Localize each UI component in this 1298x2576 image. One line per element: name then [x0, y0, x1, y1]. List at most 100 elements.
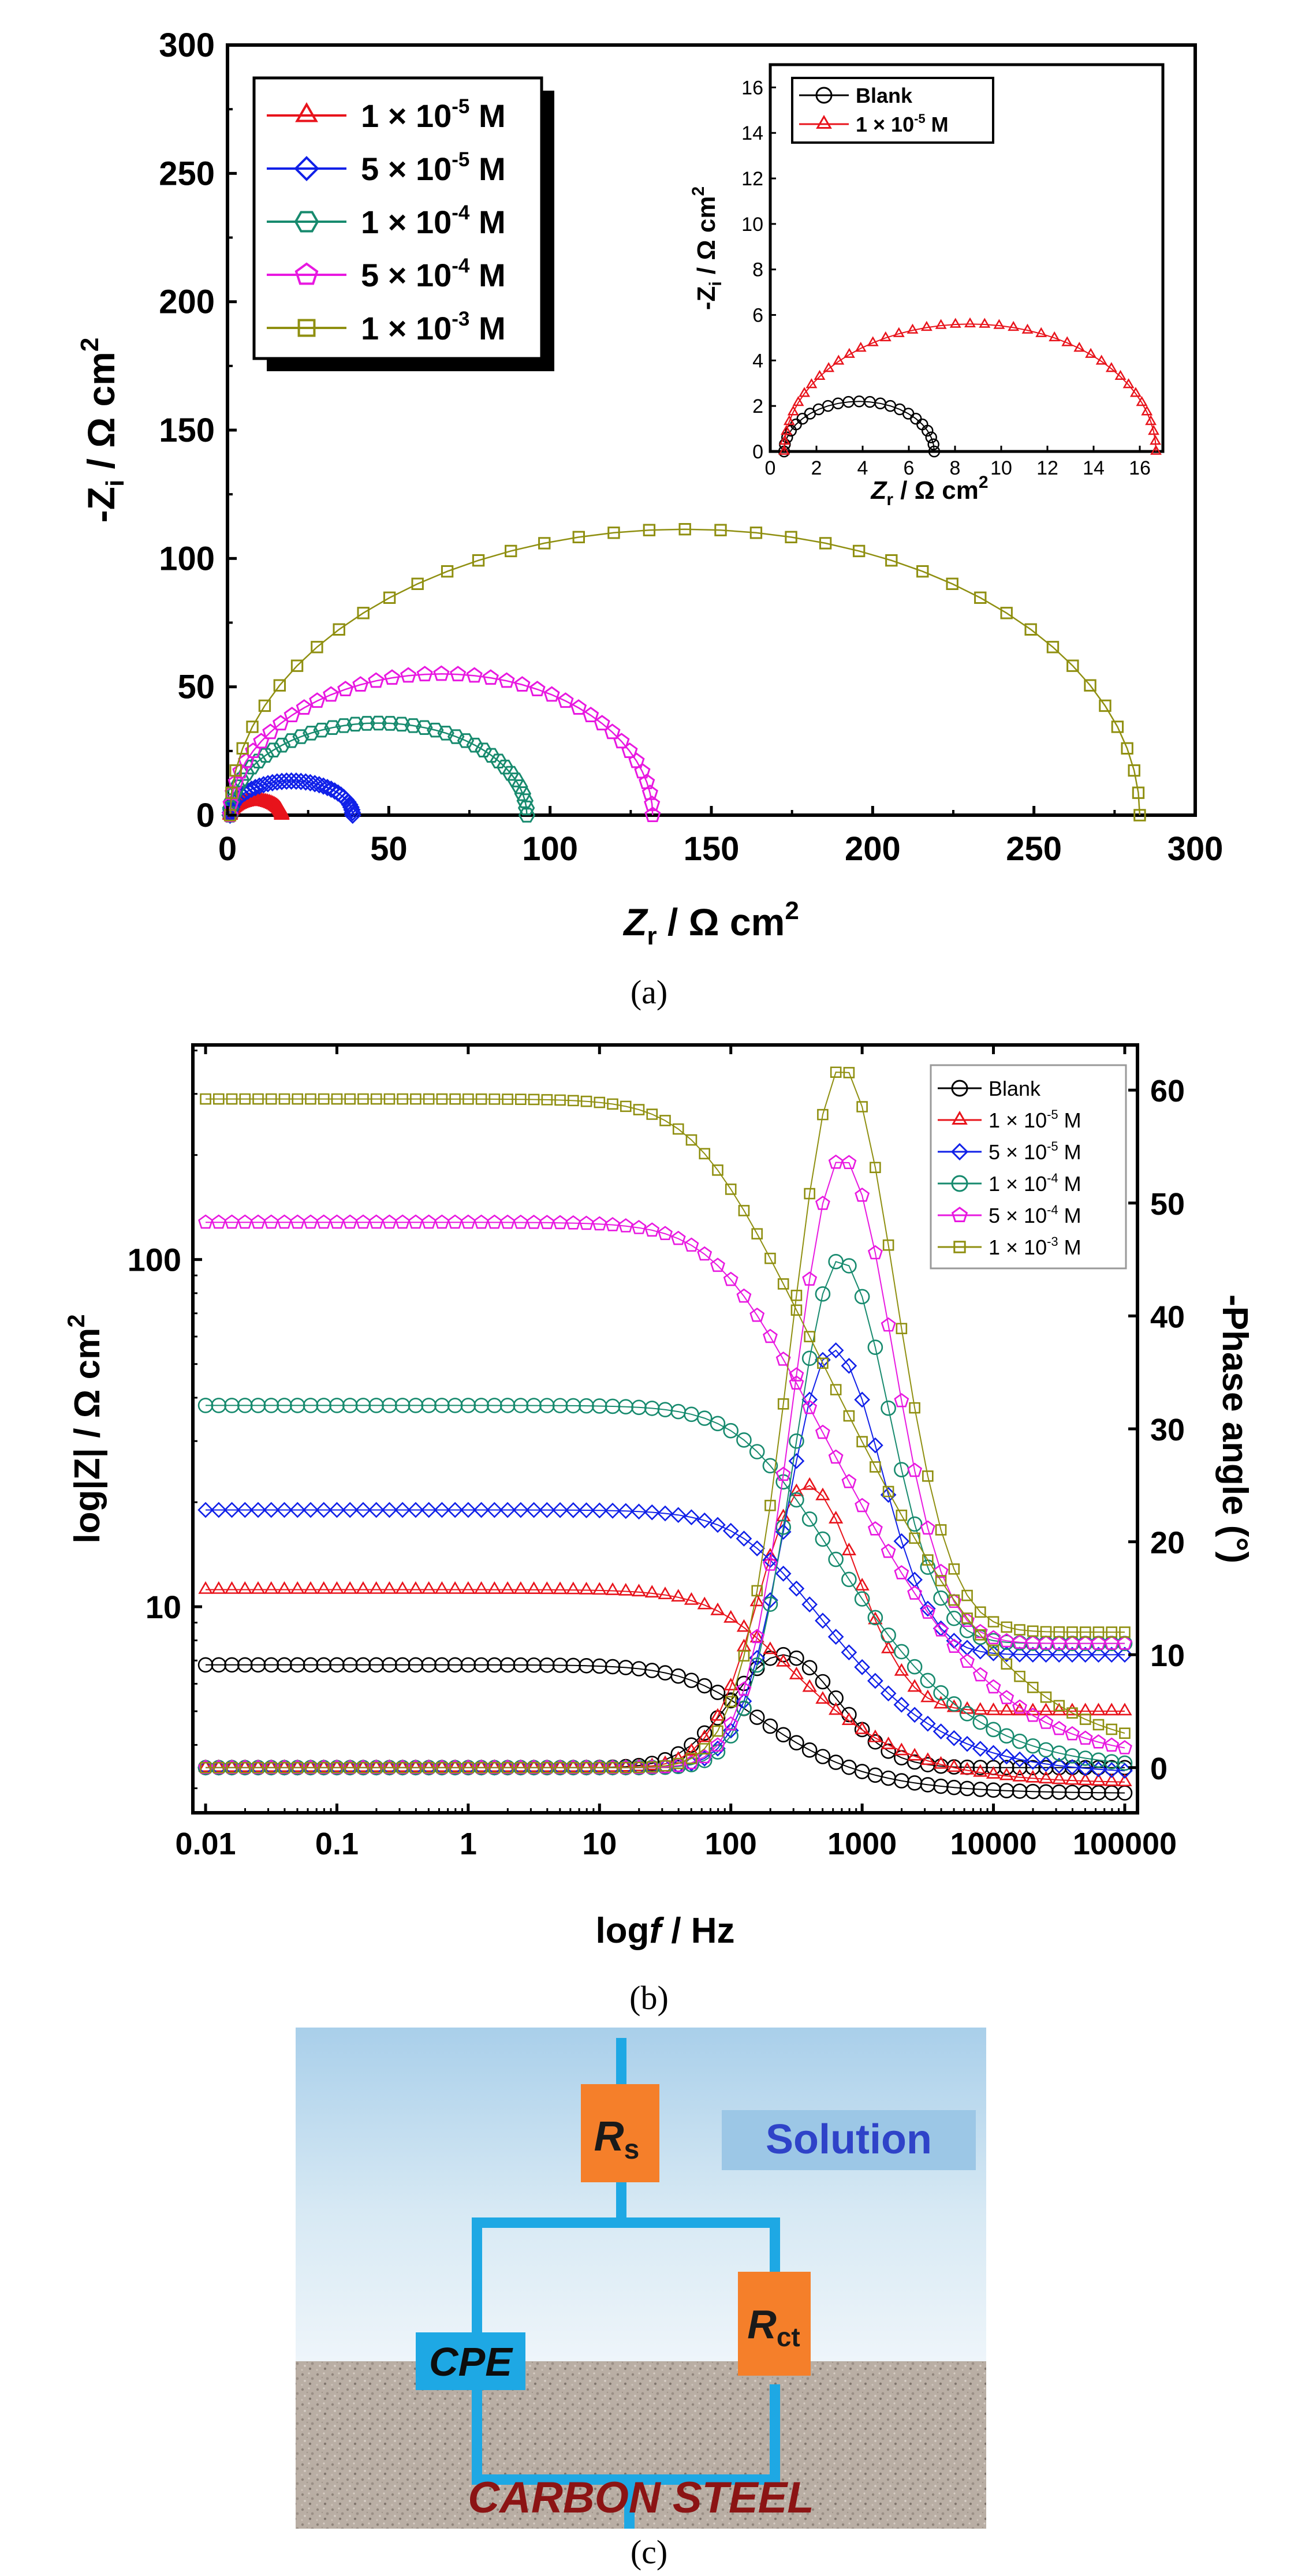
rct-resistor	[738, 2272, 811, 2376]
panel-b-phase-point	[382, 1759, 397, 1772]
panel-b-impedance-point	[395, 1214, 411, 1229]
inset-data-point	[799, 387, 811, 397]
panel-b-impedance-point	[382, 1214, 397, 1229]
panel-b-phase-point	[841, 1155, 857, 1170]
panel-b-phase-point	[646, 1761, 658, 1773]
panel-b-phase-point	[436, 1761, 448, 1774]
panel-b-phase-point	[998, 1646, 1015, 1663]
panel-b-left-tick-label: 100	[128, 1242, 181, 1278]
panel-b-impedance-point	[738, 1205, 750, 1216]
panel-b-phase-point	[896, 1323, 908, 1335]
panel-b-impedance-point	[620, 1100, 632, 1112]
panel-a-data-point	[268, 773, 286, 791]
rs-label: Rs	[594, 2114, 640, 2165]
panel-b-phase-point	[422, 1759, 437, 1772]
panel-b-phase-point	[672, 1757, 684, 1769]
panel-b-impedance-point	[329, 1502, 345, 1518]
panel-b-impedance-point	[513, 1502, 529, 1518]
panel-b-impedance-point	[1065, 1726, 1080, 1741]
panel-b-phase-point	[749, 1593, 764, 1607]
panel-b-x-tick-label: 1000	[827, 1827, 897, 1861]
panel-b-impedance-point	[277, 1214, 292, 1229]
panel-b-impedance-point	[1014, 1670, 1025, 1682]
panel-b-phase-point	[528, 1761, 540, 1774]
panel-b-phase-point	[815, 1286, 831, 1302]
panel-a-data-point	[594, 715, 610, 731]
panel-b-phase-point	[699, 1743, 711, 1754]
panel-b-phase-point	[566, 1759, 581, 1772]
panel-b-phase-point	[383, 1761, 396, 1774]
panel-a-data-point	[370, 715, 387, 731]
panel-b-phase-point	[1117, 1703, 1132, 1716]
panel-b-impedance-point	[935, 1575, 947, 1586]
panel-b-impedance-point	[827, 1629, 844, 1645]
panel-b-impedance-point	[959, 1705, 975, 1722]
panel-b-phase-point	[290, 1759, 305, 1772]
panel-b-impedance-point	[553, 1215, 568, 1230]
panel-b-phase-point	[1077, 1636, 1093, 1650]
panel-b-impedance-point	[659, 1115, 671, 1126]
panel-b-phase-point	[488, 1761, 501, 1774]
panel-b-phase-point	[305, 1761, 316, 1774]
panel-b-impedance-point	[672, 1123, 684, 1135]
panel-a-data-point	[411, 577, 424, 590]
inset-y-tick-label: 2	[752, 395, 763, 417]
panel-b-x-tick-label: 100	[705, 1827, 757, 1861]
panel-b-impedance-point	[961, 1612, 973, 1624]
panel-b-impedance-point	[987, 1644, 999, 1656]
panel-b-impedance-point	[447, 1581, 462, 1594]
inset-data-point	[1105, 362, 1117, 372]
panel-a-y-tick-label: 100	[159, 540, 215, 577]
panel-b-impedance-point	[776, 1653, 791, 1667]
panel-b-impedance-point	[762, 1328, 778, 1343]
panel-b-phase-point	[594, 1761, 606, 1774]
panel-b-phase-point	[370, 1761, 382, 1774]
panel-a-data-point	[490, 753, 508, 768]
panel-b-impedance-point	[475, 1093, 487, 1105]
panel-b-phase-point	[828, 1154, 844, 1169]
panel-b-impedance-point	[1090, 1761, 1107, 1778]
panel-b-impedance-point	[408, 1581, 423, 1594]
panel-b-impedance-point	[843, 1410, 855, 1422]
panel-a-legend-marker	[295, 102, 318, 122]
panel-a-data-point	[518, 808, 536, 823]
panel-a-y-tick-label: 250	[159, 155, 215, 192]
panel-b-impedance-point	[1092, 1719, 1105, 1731]
panel-a-data-point	[357, 607, 370, 619]
panel-b-legend-label: 1 × 10-3 M	[989, 1234, 1081, 1259]
panel-a-data-point	[644, 795, 661, 811]
panel-b-impedance-point	[331, 1093, 343, 1105]
panel-b-impedance-point	[802, 1399, 818, 1414]
panel-b-impedance-point	[381, 1502, 398, 1518]
panel-b-impedance-point	[369, 1581, 384, 1594]
inset-legend-entries: Blank 1 × 10-5 M	[799, 84, 949, 136]
inset-data-point	[823, 362, 835, 372]
panel-b-impedance-point	[303, 1502, 319, 1518]
panel-b-impedance-point	[985, 1745, 1002, 1761]
panel-b-right-tick-label: 50	[1150, 1187, 1185, 1222]
panel-b-impedance-point	[775, 1565, 792, 1582]
inset-data-point	[893, 327, 905, 337]
panel-b-impedance-point	[434, 1581, 450, 1594]
panel-a-legend-marker	[294, 211, 319, 233]
panel-b-phase-point	[515, 1761, 527, 1774]
panel-a-data-point	[433, 665, 450, 681]
panel-a-data-point	[1084, 679, 1096, 692]
panel-b-phase-point	[1051, 1703, 1066, 1716]
panel-b-impedance-point	[210, 1502, 227, 1518]
inset-y-tick-label: 6	[752, 305, 763, 327]
panel-b-series-3	[197, 1342, 1133, 1779]
panel-a-data-point	[644, 807, 661, 823]
panel-b-impedance-point	[605, 1502, 621, 1519]
panel-b-phase-point	[252, 1761, 264, 1774]
panel-a-data-point	[613, 733, 630, 749]
panel-b-impedance-point	[736, 1432, 752, 1448]
inset-x-tick-label: 6	[904, 457, 915, 479]
inset-data-point	[1145, 415, 1157, 425]
panel-b-phase-point	[1119, 1626, 1131, 1638]
panel-a-series-line	[229, 722, 528, 816]
inset-y-tick-label: 10	[741, 214, 763, 236]
panel-b-phase-point	[802, 1477, 817, 1490]
panel-a-data-point	[572, 531, 585, 544]
